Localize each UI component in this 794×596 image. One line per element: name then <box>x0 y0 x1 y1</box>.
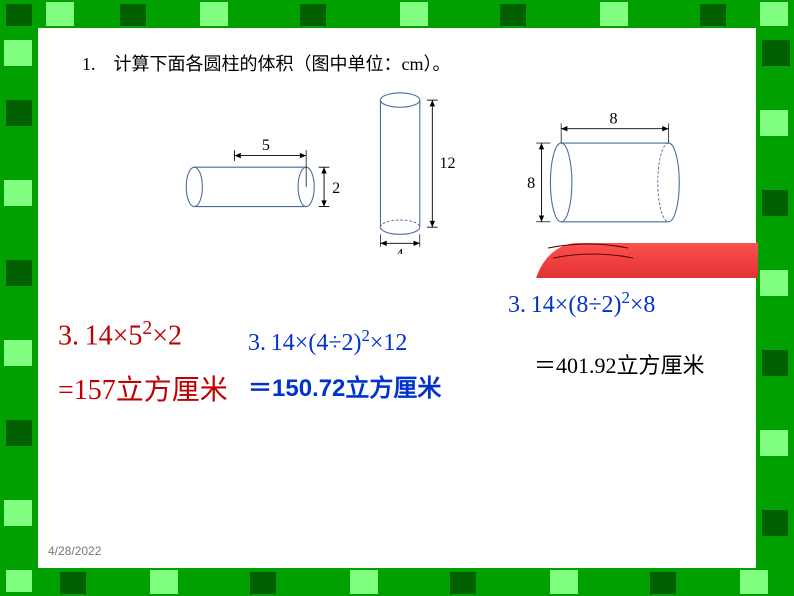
cyl3-diameter-label: 8 <box>527 175 535 192</box>
cylinder-3: 8 8 <box>527 110 679 221</box>
solution-1-formula: 3. 14×52×2 <box>58 318 182 352</box>
question-text: 1. 计算下面各圆柱的体积（图中单位：cm）。 <box>82 50 451 76</box>
solution-3-result: ＝401.92立方厘米 <box>534 348 705 380</box>
solution-2-result: ＝150.72立方厘米 <box>248 368 441 403</box>
question-number: 1. <box>82 54 96 74</box>
solution-1-result: =157立方厘米 <box>58 368 228 408</box>
cyl2-height-label: 12 <box>439 155 455 172</box>
cyl2-diameter-label: 4 <box>396 246 404 254</box>
cyl1-height-label: 2 <box>332 180 340 197</box>
cylinder-diagrams: 5 2 12 <box>98 84 738 254</box>
slide-date: 4/28/2022 <box>48 544 101 558</box>
cylinder-1: 5 2 <box>186 137 340 206</box>
slide-content: 1. 计算下面各圆柱的体积（图中单位：cm）。 5 2 <box>38 28 756 568</box>
red-cylinder-partial <box>528 238 758 278</box>
cyl3-length-label: 8 <box>609 110 617 127</box>
solution-3-formula: 3. 14×(8÷2)2×8 <box>508 288 655 319</box>
question-body: 计算下面各圆柱的体积（图中单位：cm）。 <box>114 54 451 74</box>
cylinder-2: 12 4 <box>380 93 455 254</box>
cyl1-radius-label: 5 <box>262 137 270 154</box>
solution-2-formula: 3. 14×(4÷2)2×12 <box>248 326 407 357</box>
